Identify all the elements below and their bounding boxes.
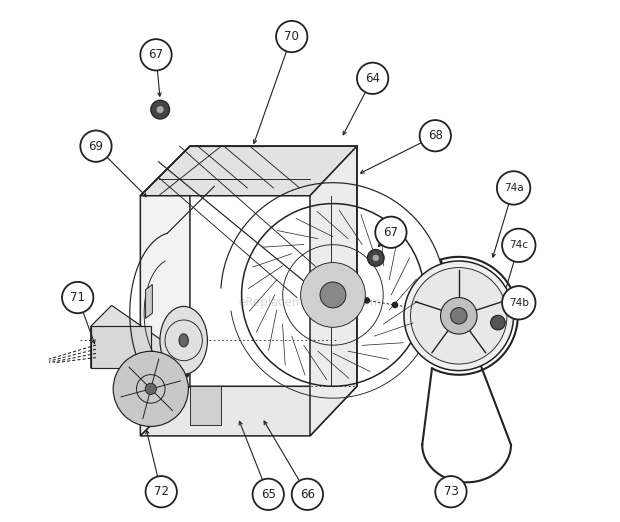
Text: 67: 67 xyxy=(149,49,164,61)
Text: 74c: 74c xyxy=(509,240,528,251)
Circle shape xyxy=(410,268,507,364)
Circle shape xyxy=(368,250,384,266)
Circle shape xyxy=(392,302,397,307)
Polygon shape xyxy=(140,146,357,196)
Text: eReplacementParts.com: eReplacementParts.com xyxy=(238,296,382,309)
Circle shape xyxy=(373,255,379,261)
Polygon shape xyxy=(310,146,357,436)
Circle shape xyxy=(375,217,407,248)
Polygon shape xyxy=(190,386,221,425)
Circle shape xyxy=(146,476,177,507)
Ellipse shape xyxy=(160,306,208,374)
Circle shape xyxy=(415,306,420,311)
Text: 68: 68 xyxy=(428,129,443,142)
Text: 65: 65 xyxy=(261,488,276,501)
Circle shape xyxy=(364,298,370,303)
Circle shape xyxy=(404,261,513,371)
Circle shape xyxy=(440,298,477,334)
Text: 74b: 74b xyxy=(509,298,529,308)
Text: 70: 70 xyxy=(285,30,299,43)
Circle shape xyxy=(145,383,156,395)
Polygon shape xyxy=(140,386,357,436)
Ellipse shape xyxy=(179,334,188,347)
Circle shape xyxy=(140,39,172,70)
Circle shape xyxy=(490,315,505,330)
Circle shape xyxy=(502,229,536,262)
Circle shape xyxy=(320,282,346,308)
Circle shape xyxy=(357,63,388,94)
Circle shape xyxy=(81,130,112,162)
Text: 72: 72 xyxy=(154,485,169,498)
Text: 67: 67 xyxy=(383,226,399,239)
Circle shape xyxy=(451,307,467,324)
Text: 66: 66 xyxy=(300,488,315,501)
Circle shape xyxy=(182,371,188,377)
Text: 64: 64 xyxy=(365,72,380,85)
Polygon shape xyxy=(91,305,172,368)
Circle shape xyxy=(178,349,184,355)
Circle shape xyxy=(180,359,186,365)
Polygon shape xyxy=(140,146,190,436)
Circle shape xyxy=(497,171,530,205)
Circle shape xyxy=(420,120,451,151)
Text: 73: 73 xyxy=(443,485,458,498)
Text: 71: 71 xyxy=(70,291,85,304)
Circle shape xyxy=(151,100,170,119)
Circle shape xyxy=(113,351,188,426)
Circle shape xyxy=(301,263,365,327)
Circle shape xyxy=(276,21,308,52)
Polygon shape xyxy=(146,284,153,318)
Circle shape xyxy=(502,286,536,319)
Circle shape xyxy=(252,479,284,510)
Circle shape xyxy=(435,476,467,507)
Circle shape xyxy=(292,479,323,510)
Circle shape xyxy=(157,106,164,113)
Circle shape xyxy=(62,282,94,313)
Text: 74a: 74a xyxy=(504,183,523,193)
Text: 69: 69 xyxy=(89,140,104,152)
FancyBboxPatch shape xyxy=(91,326,151,368)
